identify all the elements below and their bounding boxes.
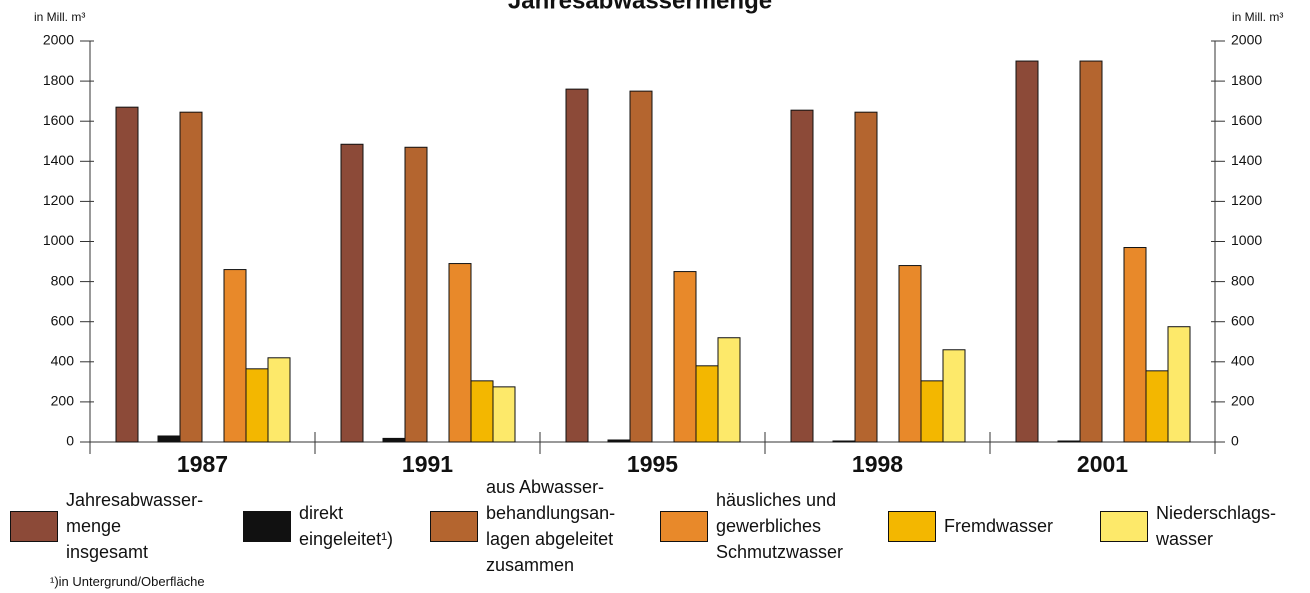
bar: [340, 143, 364, 443]
legend-label: Jahresabwasser- menge insgesamt: [66, 490, 204, 562]
legend-swatch: [10, 510, 58, 542]
y-tick-label: 1400: [43, 152, 74, 168]
y2-tick-label: 200: [1231, 393, 1255, 409]
bar: [673, 271, 697, 443]
y2-tick-label: 1400: [1231, 152, 1262, 168]
bar: [115, 106, 139, 443]
bar: [1079, 60, 1103, 443]
bar: [629, 90, 653, 443]
bar: [223, 269, 247, 443]
bar: [1167, 326, 1191, 443]
legend-item: direkt eingeleitet¹): [243, 476, 393, 576]
legend-swatch: [243, 510, 291, 542]
x-tick-label: 1991: [402, 451, 453, 477]
bar: [790, 109, 814, 443]
legend-swatch: [1100, 510, 1148, 542]
legend-label: Fremdwasser: [944, 516, 1054, 536]
bar: [382, 437, 406, 443]
y2-axis-label: in Mill. m³: [1232, 10, 1283, 24]
bar: [607, 439, 631, 443]
y2-tick-label: 1800: [1231, 72, 1262, 88]
bar: [1015, 60, 1039, 443]
legend-item: Fremdwasser: [888, 476, 1053, 576]
y2-tick-label: 800: [1231, 272, 1255, 288]
y2-tick-label: 1600: [1231, 112, 1262, 128]
legend-label: häusliches und gewerbliches Schmutzwasse…: [716, 490, 844, 562]
x-tick-label: 1995: [627, 451, 678, 477]
legend-item: häusliches und gewerbliches Schmutzwasse…: [660, 476, 843, 576]
bar: [157, 435, 181, 443]
bar: [1145, 370, 1169, 443]
y-tick-label: 1000: [43, 232, 74, 248]
y2-tick-label: 600: [1231, 312, 1255, 328]
y2-tick-label: 400: [1231, 353, 1255, 369]
y-axis-label: in Mill. m³: [34, 10, 85, 24]
legend-item: Jahresabwasser- menge insgesamt: [10, 476, 203, 576]
bar: [492, 386, 516, 443]
bar: [695, 365, 719, 443]
bar: [267, 357, 291, 443]
y2-tick-label: 1000: [1231, 232, 1262, 248]
y2-tick-label: 2000: [1231, 32, 1262, 48]
bar: [942, 349, 966, 443]
bar: [1057, 440, 1081, 443]
legend-swatch: [430, 510, 478, 542]
y-tick-label: 1600: [43, 112, 74, 128]
footnote: ¹)in Untergrund/Oberfläche: [50, 574, 205, 589]
legend-label: direkt eingeleitet¹): [299, 503, 394, 549]
y-tick-label: 1800: [43, 72, 74, 88]
bar: [245, 368, 269, 443]
y-tick-label: 200: [51, 393, 75, 409]
chart-title: Jahresabwassermenge: [508, 0, 772, 14]
bar: [404, 146, 428, 443]
y2-tick-label: 0: [1231, 433, 1239, 449]
y2-tick-label: 1200: [1231, 192, 1262, 208]
y-tick-label: 400: [51, 353, 75, 369]
legend-label: Niederschlags- wasser: [1156, 503, 1277, 549]
legend-item: aus Abwasser- behandlungsan- lagen abgel…: [430, 476, 615, 576]
bar: [898, 265, 922, 443]
x-tick-label: 2001: [1077, 451, 1128, 477]
bar: [1123, 247, 1147, 443]
legend-item: Niederschlags- wasser: [1100, 476, 1276, 576]
y-tick-label: 2000: [43, 32, 74, 48]
legend-swatch: [660, 510, 708, 542]
bar: [565, 88, 589, 443]
bar: [920, 380, 944, 443]
y-tick-label: 800: [51, 272, 75, 288]
bar: [179, 111, 203, 443]
x-tick-label: 1987: [177, 451, 228, 477]
y-tick-label: 1200: [43, 192, 74, 208]
y-tick-label: 0: [66, 433, 74, 449]
bar: [470, 380, 494, 443]
bar: [448, 263, 472, 443]
y-tick-label: 600: [51, 312, 75, 328]
legend-label: aus Abwasser- behandlungsan- lagen abgel…: [486, 477, 616, 575]
x-tick-label: 1998: [852, 451, 903, 477]
legend-swatch: [888, 510, 936, 542]
bar: [854, 111, 878, 443]
bar: [832, 440, 856, 443]
bar: [717, 337, 741, 443]
